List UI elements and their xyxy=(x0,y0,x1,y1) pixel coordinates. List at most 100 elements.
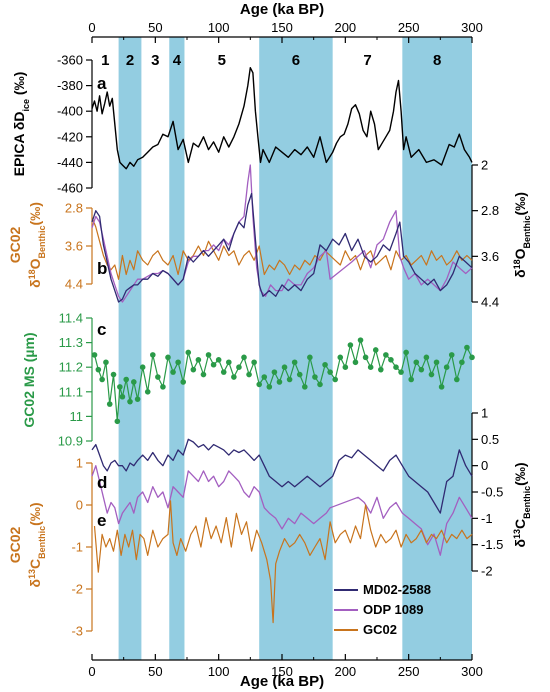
series-point-gc02-ms xyxy=(205,352,212,358)
x-tick-label: 250 xyxy=(398,664,420,679)
series-point-gc02-ms xyxy=(317,381,323,388)
stage-number-1: 1 xyxy=(101,52,109,69)
x-tick-label: 250 xyxy=(398,20,420,35)
series-point-gc02-ms xyxy=(362,354,369,361)
series-point-gc02-ms xyxy=(160,384,166,390)
x-tick-label: 100 xyxy=(208,20,230,35)
label-part: Benthic xyxy=(522,486,532,519)
x-tick-label: 300 xyxy=(461,20,483,35)
series-point-gc02-ms xyxy=(388,357,394,363)
label-part: δ xyxy=(512,269,528,278)
series-point-gc02-ms xyxy=(123,376,129,383)
y-tick-label-b-right: 4.4 xyxy=(481,295,499,310)
panel-letter-c: c xyxy=(97,320,106,339)
y-tick-label-a: -360 xyxy=(57,53,83,68)
series-point-gc02-ms xyxy=(281,364,288,371)
series-point-gc02-ms xyxy=(256,381,263,388)
x-axis-title-top: Age (ka BP) xyxy=(240,1,324,18)
y-tick-label-e: -1 xyxy=(71,540,83,555)
stage-number-8: 8 xyxy=(433,52,441,69)
label-part: O xyxy=(27,258,43,269)
series-point-gc02-ms xyxy=(266,384,273,390)
x-tick-label: 150 xyxy=(271,664,293,679)
series-point-gc02-ms xyxy=(332,376,339,383)
y-tick-label-d: 0.5 xyxy=(481,432,499,447)
series-point-gc02-ms xyxy=(342,364,349,371)
legend-label: GC02 xyxy=(363,622,397,637)
series-line-gc02-d13c xyxy=(93,500,473,624)
ylabel-b-left-1: GC02 xyxy=(7,227,23,264)
axis-labels: Age (ka BP) Age (ka BP) a b c de EPICA δDice (… xyxy=(7,1,532,690)
panel-letter-a: a xyxy=(97,74,107,93)
panel-letter-d: d xyxy=(97,473,107,492)
series-point-gc02-ms xyxy=(302,384,308,390)
series-point-gc02-ms xyxy=(347,342,354,348)
series-point-gc02-ms xyxy=(95,366,102,373)
series-point-gc02-ms xyxy=(469,354,475,361)
label-part: (‰) xyxy=(27,503,43,526)
stage-band-8 xyxy=(402,37,472,660)
series-point-gc02-ms xyxy=(91,352,98,358)
ylabel-e-left-1: GC02 xyxy=(7,527,23,564)
y-tick-label-b-right: 2.8 xyxy=(481,203,499,218)
label-part: δ xyxy=(512,539,528,548)
series-point-gc02-ms xyxy=(144,389,151,395)
stage-band-6 xyxy=(259,37,333,660)
series-point-gc02-ms xyxy=(170,369,176,375)
y-tick-label-d: -2 xyxy=(481,564,493,579)
x-tick-label: 100 xyxy=(208,664,230,679)
label-part: GC02 xyxy=(7,527,23,564)
x-tick-label: 0 xyxy=(88,20,95,35)
label-part: C xyxy=(27,559,43,569)
series-point-gc02-ms xyxy=(251,359,257,366)
y-tick-label-c: 11.4 xyxy=(59,311,83,326)
series-point-gc02-ms xyxy=(150,352,156,358)
series-point-gc02-ms xyxy=(117,384,123,390)
label-part: Benthic xyxy=(37,526,47,559)
y-tick-label-e: 1 xyxy=(76,456,83,471)
y-tick-label-a: -460 xyxy=(57,181,83,196)
series-point-gc02-ms xyxy=(190,366,197,373)
stage-bands xyxy=(118,37,472,660)
x-tick-label: 200 xyxy=(334,664,356,679)
series-point-gc02-ms xyxy=(357,337,364,343)
series-point-gc02-ms xyxy=(231,374,237,380)
x-tick-label: 200 xyxy=(334,20,356,35)
stage-band-2 xyxy=(118,37,142,660)
y-tick-label-d: -1.5 xyxy=(481,537,503,552)
series-point-gc02-ms xyxy=(195,357,202,363)
x-tick-label: 50 xyxy=(148,664,162,679)
series-point-gc02-ms xyxy=(372,347,379,353)
x-tick-label: 300 xyxy=(461,664,483,679)
y-tick-label-d: -1 xyxy=(481,511,493,526)
stage-number-7: 7 xyxy=(363,52,371,69)
y-tick-label-b-right: 2 xyxy=(481,158,488,173)
series-line-md02-d13c xyxy=(91,438,473,514)
label-part: EPICA δD xyxy=(11,111,27,176)
series-point-gc02-ms xyxy=(433,359,440,366)
x-tick-label: 150 xyxy=(271,20,293,35)
y-tick-label-d: 0 xyxy=(481,458,488,473)
legend: MD02-2588 ODP 1089 GC02 xyxy=(334,582,431,637)
ylabel-c: GC02 MS (µm) xyxy=(21,332,37,427)
series-point-gc02-ms xyxy=(110,371,117,378)
series-point-gc02-ms xyxy=(438,384,445,390)
series-point-gc02-ms xyxy=(175,359,181,366)
series-point-gc02-ms xyxy=(428,371,435,378)
label-part: Benthic xyxy=(522,215,532,248)
y-tick-label-b-left: 4.4 xyxy=(65,277,83,292)
series-line-odp-d18o xyxy=(91,164,473,303)
series-point-gc02-ms xyxy=(398,369,404,375)
series-point-gc02-ms xyxy=(134,396,141,402)
series-point-gc02-ms xyxy=(459,359,465,366)
series-point-gc02-ms xyxy=(423,354,430,361)
series-line-epica xyxy=(91,66,473,170)
series-point-gc02-ms xyxy=(139,364,146,371)
series-point-gc02-ms xyxy=(408,376,415,383)
label-part: O xyxy=(512,248,528,259)
label-part: 18 xyxy=(27,269,37,279)
series-point-gc02-ms xyxy=(383,352,389,358)
